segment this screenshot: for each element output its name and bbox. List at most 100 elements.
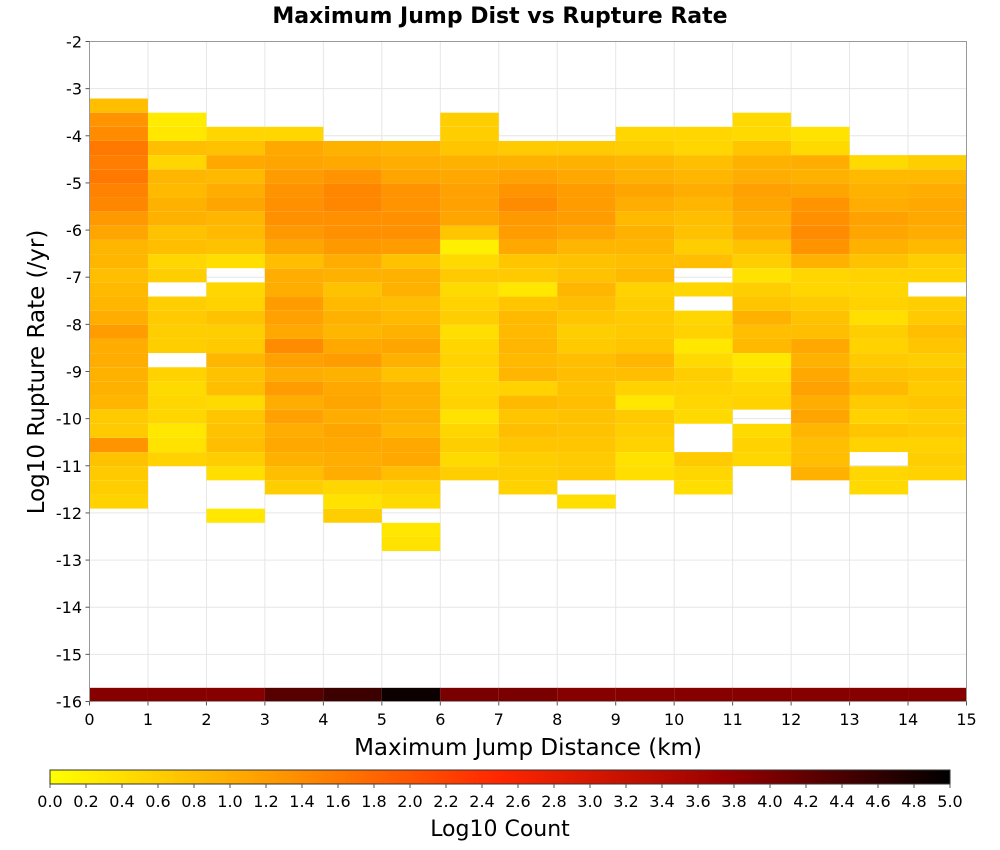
y-tick-label: -16 [56, 693, 82, 712]
heatmap-cell [381, 254, 441, 269]
heatmap-cell [206, 282, 265, 297]
heatmap-cell [264, 296, 324, 311]
heatmap-cell [147, 296, 207, 311]
heatmap-cell [323, 268, 382, 283]
chart-title: Maximum Jump Dist vs Rupture Rate [272, 4, 727, 29]
heatmap-cell [89, 282, 148, 297]
heatmap-cell [89, 296, 148, 311]
heatmap-cell [323, 211, 382, 226]
x-tick-label: 7 [494, 710, 504, 729]
x-tick-label: 5 [377, 710, 387, 729]
heatmap-cell [264, 310, 324, 325]
heatmap-cell [264, 367, 324, 382]
heatmap-cell [264, 409, 324, 424]
heatmap-cell [732, 423, 792, 438]
heatmap-cell [206, 140, 265, 156]
heatmap-cell [206, 353, 265, 368]
heatmap-cell [147, 381, 207, 396]
heatmap-cell [791, 183, 850, 198]
heatmap-cell [206, 687, 265, 702]
colorbar-ticks: 0.0 0.2 0.4 0.6 0.8 1.0 1.2 1.4 1.6 1.8 2.0 2.2 2.4 2… [37, 784, 963, 811]
heatmap-cell [615, 126, 675, 141]
heatmap-cell [264, 395, 324, 410]
heatmap-cell [557, 367, 616, 382]
heatmap-cell [557, 494, 616, 509]
heatmap-cell [908, 338, 967, 354]
heatmap-cell [849, 353, 909, 368]
heatmap-cell [791, 310, 850, 325]
heatmap-cell [498, 324, 558, 339]
heatmap-cell [440, 452, 499, 467]
heatmap-cell [791, 169, 850, 184]
heatmap-cell [849, 296, 909, 311]
x-tick-label: 15 [956, 710, 976, 729]
heatmap-cell [264, 169, 324, 184]
colorbar-tick-label: 3.6 [685, 792, 710, 811]
heatmap-cell [498, 480, 558, 495]
colorbar-tick-label: 0.8 [181, 792, 206, 811]
heatmap-cell [440, 409, 499, 424]
heatmap-cell [498, 395, 558, 410]
heatmap-cell [791, 268, 850, 283]
heatmap-cell [908, 409, 967, 424]
heatmap-cell [264, 466, 324, 481]
heatmap-cell [908, 687, 967, 702]
heatmap-cell [849, 687, 909, 702]
heatmap-cell [557, 211, 616, 226]
heatmap-cell [206, 381, 265, 396]
heatmap-cell [440, 687, 499, 702]
y-tick-label: -4 [66, 127, 82, 146]
colorbar-tick-label: 1.2 [253, 792, 278, 811]
colorbar-tick-label: 4.6 [865, 792, 890, 811]
heatmap-cell [381, 522, 441, 537]
heatmap-cell [732, 126, 792, 141]
x-tick-label: 13 [839, 710, 859, 729]
heatmap-cell [557, 466, 616, 481]
heatmap-cell [674, 155, 733, 170]
heatmap-cell [849, 282, 909, 297]
heatmap-cell [147, 197, 207, 212]
heatmap-cell [791, 225, 850, 240]
heatmap-cell [323, 395, 382, 410]
heatmap-cell [381, 395, 441, 410]
heatmap-cell [89, 310, 148, 325]
heatmap-cell [498, 225, 558, 240]
heatmap-cell [615, 466, 675, 481]
heatmap-cell [791, 466, 850, 481]
colorbar-tick-label: 2.2 [433, 792, 458, 811]
heatmap-cell [557, 437, 616, 453]
heatmap-cell [791, 423, 850, 438]
heatmap-cell [89, 367, 148, 382]
heatmap-cell [147, 126, 207, 141]
heatmap-cell [791, 381, 850, 396]
heatmap-cell [381, 155, 441, 170]
heatmap-cell [147, 395, 207, 410]
heatmap-cell [557, 155, 616, 170]
heatmap-cell [908, 395, 967, 410]
heatmap-cell [206, 395, 265, 410]
heatmap-cell [732, 211, 792, 226]
heatmap-cell [732, 310, 792, 325]
heatmap-cell [849, 211, 909, 226]
heatmap-cell [849, 268, 909, 283]
heatmap-cell [849, 225, 909, 240]
heatmap-cell [381, 466, 441, 481]
heatmap-cell [674, 324, 733, 339]
heatmap-cell [849, 367, 909, 382]
colorbar-tick-label: 5.0 [937, 792, 962, 811]
x-tick-label: 8 [552, 710, 562, 729]
heatmap-cell [89, 437, 148, 453]
heatmap-cell [206, 423, 265, 438]
heatmap-cell [674, 381, 733, 396]
heatmap-cell [674, 211, 733, 226]
heatmap-cell [89, 480, 148, 495]
heatmap-cell [89, 211, 148, 226]
heatmap-cell [498, 197, 558, 212]
heatmap-cell [674, 254, 733, 269]
heatmap-cell [147, 140, 207, 156]
heatmap-cell [89, 466, 148, 481]
heatmap-cell [498, 282, 558, 297]
heatmap-cell [615, 239, 675, 255]
heatmap-cell [732, 353, 792, 368]
heatmap-cell [147, 324, 207, 339]
